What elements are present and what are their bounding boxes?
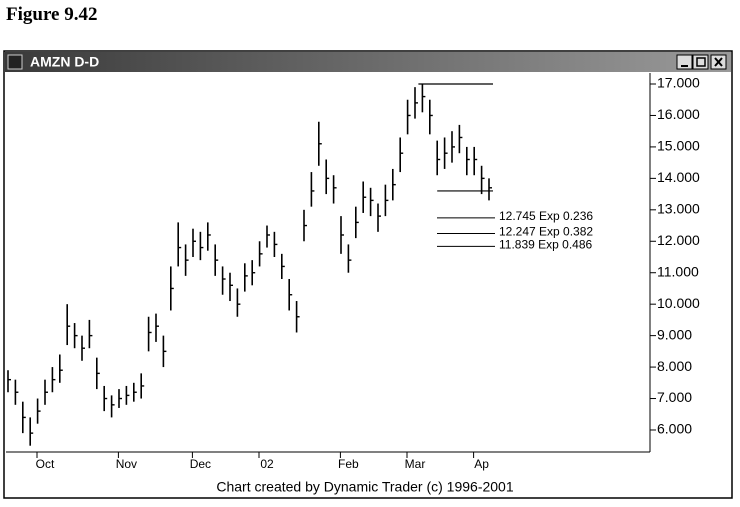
x-tick-label: Mar [405,457,426,471]
figure-label: Figure 9.42 [6,4,98,25]
x-tick-label: Nov [116,457,137,471]
y-tick-label: 14.000 [657,169,700,185]
y-tick-label: 17.000 [657,75,700,91]
y-tick-label: 8.000 [657,358,692,374]
footer: Chart created by Dynamic Trader (c) 1996… [216,479,513,495]
y-tick-label: 10.000 [657,295,700,311]
x-tick-label: Ap [474,457,489,471]
x-tick-label: Oct [36,457,55,471]
x-tick-label: Dec [190,457,211,471]
window-title: AMZN D-D [30,54,99,70]
y-tick-label: 15.000 [657,138,700,154]
retracement-label: 12.247 Exp 0.382 [499,225,593,239]
window-frame [3,50,733,499]
title-bar [5,52,731,72]
y-tick-label: 11.000 [657,263,699,279]
maximize-icon [696,57,706,67]
y-tick-label: 6.000 [657,421,692,437]
y-tick-label: 12.000 [657,232,700,248]
x-tick-label: Feb [338,457,359,471]
x-tick-label: 02 [260,457,274,471]
minimize-button[interactable] [676,54,693,70]
y-tick-label: 7.000 [657,389,692,405]
y-tick-label: 9.000 [657,326,692,342]
window-icon [7,54,23,70]
close-icon [714,57,723,67]
y-tick-label: 16.000 [657,106,700,122]
y-tick-label: 13.000 [657,201,700,217]
retracement-label: 11.839 Exp 0.486 [499,238,593,252]
window-buttons[interactable] [676,54,727,70]
retracement-label: 12.745 Exp 0.236 [499,209,593,223]
